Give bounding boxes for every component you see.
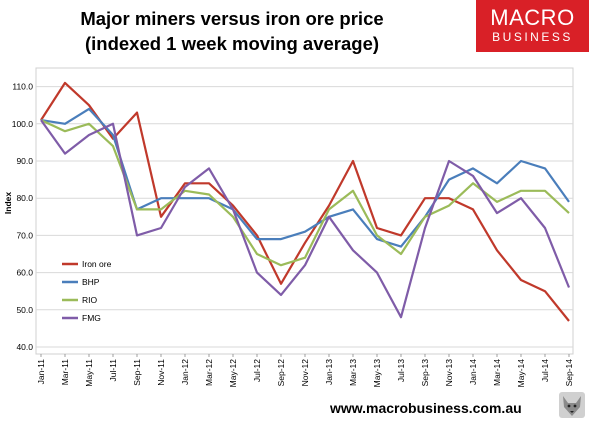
y-tick-label: 110.0 [12,82,33,92]
y-tick-label: 90.0 [16,156,33,166]
x-tick-label: May-11 [84,359,94,387]
x-tick-label: Sep-12 [276,359,286,387]
series-lines [40,81,571,322]
line-chart: 40.0 50.0 60.0 70.0 80.0 90.0 100.0 110.0 Jan-1… [3,67,574,387]
x-tick-label: May-13 [372,359,382,388]
x-axis-ticks: Jan-11 Mar-11 May-11 Jul-11 Sep-11 Nov-11 Jan-… [36,354,574,387]
y-tick-label: 40.0 [16,342,33,352]
x-tick-label: Jan-13 [324,359,334,385]
series-line-iron-ore [40,81,570,322]
y-axis-label: Index [3,192,13,214]
chart-title-line1: Major miners versus iron ore price [80,8,384,29]
x-tick-label: Mar-13 [348,359,358,386]
gridlines [36,86,573,348]
y-axis-ticks: 40.0 50.0 60.0 70.0 80.0 90.0 100.0 110.0 [12,82,34,352]
x-tick-label: Nov-11 [156,359,166,386]
y-tick-label: 80.0 [16,193,33,203]
logo-line1: MACRO [490,5,575,30]
series-line-fmg [40,119,571,319]
x-tick-label: Sep-13 [420,359,430,387]
y-tick-label: 100.0 [12,119,34,129]
x-tick-label: Nov-13 [444,359,454,387]
footer-url: www.macrobusiness.com.au [330,400,522,416]
x-tick-label: Jan-12 [180,359,190,385]
y-tick-label: 50.0 [16,305,33,315]
x-tick-label: May-12 [228,359,238,388]
x-tick-label: Jul-11 [108,359,118,382]
x-tick-label: Mar-12 [204,359,214,386]
x-tick-label: Jul-13 [396,359,406,382]
chart-title: Major miners versus iron ore price (inde… [22,6,442,56]
x-tick-label: Jan-11 [36,359,46,385]
macrobusiness-logo: MACRO BUSINESS [476,0,589,52]
legend-label: FMG [82,313,101,323]
x-tick-label: Jul-14 [540,359,550,382]
x-tick-label: May-14 [516,359,526,388]
x-tick-label: Sep-11 [132,359,142,386]
x-tick-label: Mar-11 [60,359,70,386]
chart-title-line2: (indexed 1 week moving average) [84,33,380,54]
plot-frame [35,67,574,355]
series-line-bhp [40,107,570,248]
wolf-avatar-icon [559,392,585,418]
x-tick-label: Jan-14 [468,359,478,385]
x-tick-label: Nov-12 [300,359,310,387]
legend-label: RIO [82,295,98,305]
x-tick-label: Sep-14 [564,359,574,387]
y-tick-label: 60.0 [16,268,33,278]
legend: Iron ore BHP RIO FMG [62,259,112,323]
logo-line2: BUSINESS [492,30,573,44]
y-tick-label: 70.0 [16,230,33,240]
x-tick-label: Jul-12 [252,359,262,382]
legend-label: Iron ore [82,259,112,269]
legend-label: BHP [82,277,100,287]
x-tick-label: Mar-14 [492,359,502,386]
